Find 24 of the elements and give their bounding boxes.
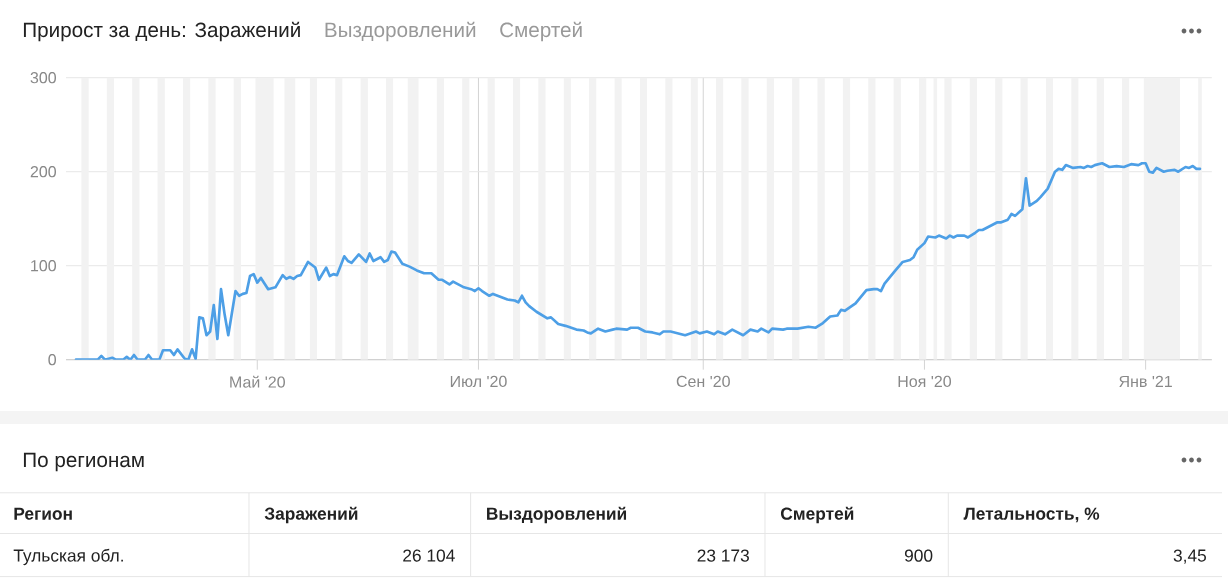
text: 23 173 — [697, 549, 749, 562]
y-tick-label: 0 — [48, 354, 57, 366]
text: Смертей — [780, 506, 854, 524]
x-tick-label: Июл '20 — [450, 375, 507, 388]
text: Летальность, % — [963, 507, 1100, 523]
x-tick-label: Май '20 — [230, 375, 285, 388]
text: Заражений — [264, 506, 358, 524]
y-tick-label: 100 — [31, 260, 57, 272]
y-tick-label: 300 — [30, 72, 57, 84]
text: 3,45 — [1173, 549, 1206, 564]
text: Выздоровлений — [325, 21, 476, 42]
x-tick-label: Сен '20 — [676, 375, 730, 388]
line-series — [74, 161, 1202, 360]
text: 26 104 — [403, 549, 455, 562]
text: Выздоровлений — [487, 506, 627, 524]
y-tick-label: 200 — [30, 166, 57, 178]
text: Тульская обл. — [13, 548, 123, 566]
x-tick-label: Янв '21 — [1119, 375, 1172, 387]
chart-title: Прирост за день: Заражений — [23, 21, 300, 42]
text: Смертей — [500, 21, 582, 42]
text: Регион — [14, 507, 72, 520]
x-tick-label: Ноя '20 — [898, 375, 952, 388]
text: По регионам — [23, 452, 144, 472]
text: 900 — [904, 549, 933, 562]
